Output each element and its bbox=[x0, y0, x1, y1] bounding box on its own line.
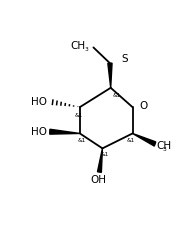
Text: &1: &1 bbox=[74, 112, 82, 117]
Text: S: S bbox=[121, 54, 127, 64]
Text: &1: &1 bbox=[127, 137, 135, 142]
Text: O: O bbox=[139, 100, 147, 110]
Text: HO: HO bbox=[30, 97, 47, 107]
Text: CH: CH bbox=[70, 41, 85, 51]
Polygon shape bbox=[108, 64, 112, 88]
Polygon shape bbox=[98, 149, 102, 173]
Text: CH: CH bbox=[157, 141, 172, 151]
Text: OH: OH bbox=[90, 174, 106, 184]
Text: 3: 3 bbox=[163, 146, 167, 151]
Text: &1: &1 bbox=[113, 92, 121, 97]
Polygon shape bbox=[50, 130, 80, 135]
Polygon shape bbox=[133, 134, 156, 146]
Text: &1: &1 bbox=[100, 151, 109, 156]
Text: 3: 3 bbox=[84, 47, 88, 52]
Text: &1: &1 bbox=[78, 137, 86, 142]
Text: HO: HO bbox=[30, 127, 47, 137]
